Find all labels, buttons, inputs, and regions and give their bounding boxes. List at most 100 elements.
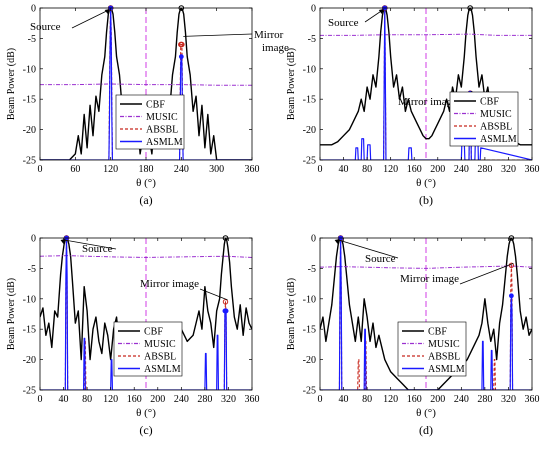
x-tick-label: 360 [525,164,540,175]
x-tick-label: 0 [318,164,323,175]
x-tick-label: 280 [197,394,212,405]
x-tick-label: 120 [383,164,398,175]
x-tick-label: 0 [318,394,323,405]
axes-frame [319,7,533,161]
annotation-arrow [71,9,109,29]
y-tick-label: 0 [31,234,36,245]
annotation-arrow [64,239,117,250]
x-tick-label: 200 [430,394,445,405]
y-tick-label: -5 [28,34,36,45]
legend-label-asmlm: ASMLM [428,364,465,375]
annotation-mirror: Mirror image [140,278,199,290]
series-music [320,33,532,36]
y-tick-label: -5 [308,264,316,275]
y-tick-label: -15 [303,325,316,336]
annotation-source: Source [365,253,396,265]
x-tick-label: 320 [501,164,516,175]
legend-label-cbf: CBF [146,100,165,111]
axes-frame [319,237,533,391]
annotation-mirror: Mirror image [400,273,459,285]
annotation-source: Source [30,21,61,33]
y-tick-label: -10 [303,294,316,305]
series-asmlm [320,8,532,160]
chart-panel-3: 0 40 80 120 160 200 240 280 320 360 0 -5 -10 -15 -20 -2… [6,234,260,438]
x-tick-label: 120 [103,164,118,175]
legend-label-cbf: CBF [428,327,447,338]
y-tick-label: -5 [28,264,36,275]
y-tick-label: -15 [23,95,36,106]
y-tick-label: -25 [23,386,36,397]
legend-label-cbf: CBF [144,327,163,338]
annotation-arrow [459,262,514,285]
annotation-source: Source [328,17,359,29]
y-tick-label: -5 [308,34,316,45]
legend-label-music: MUSIC [428,339,460,350]
y-tick-label: -25 [303,386,316,397]
y-axis-label: Beam Power (dB) [6,278,17,350]
x-axis-label: θ (°) [416,407,436,419]
y-tick-label: -15 [23,325,36,336]
annotation-arrow [364,9,384,23]
legend-label-music: MUSIC [144,339,176,350]
x-tick-label: 240 [454,394,469,405]
y-tick-label: -25 [23,156,36,167]
legend-label-asmlm: ASMLM [146,137,183,148]
legend-label-absbl: ABSBL [480,122,512,133]
series-cbf [320,8,532,146]
x-tick-label: 80 [82,394,92,405]
y-tick-label: -10 [303,64,316,75]
chart-panel-2: 0 40 80 120 160 200 240 280 320 360 0 -5 -10 -15 -20 -2… [286,4,540,208]
chart-panel-1: 0 60 120 180 240 300 360 0 -5 -10 -15 -20 -25 θ (°) Be… [6,4,289,208]
annotation-arrow [183,33,253,37]
asmlm-peak-marker [178,54,184,60]
y-tick-label: -20 [23,355,36,366]
series-asmlm [40,8,252,160]
y-tick-label: -20 [23,125,36,136]
x-axis-label: θ (°) [136,407,156,419]
y-axis-label: Beam Power (dB) [286,48,297,120]
panel-label: (a) [139,193,152,207]
x-tick-label: 40 [339,164,349,175]
panel-label: (c) [139,423,152,437]
y-tick-label: -20 [303,125,316,136]
series-music [40,83,252,86]
chart-panel-4: 0 40 80 120 160 200 240 280 320 360 0 -5 -10 -15 -20 -2… [286,234,540,438]
series-music [320,265,532,269]
x-tick-label: 0 [38,394,43,405]
x-tick-label: 360 [245,164,260,175]
series-asmlm [40,238,252,390]
annotation-mirror-line2: image [262,42,289,54]
legend-label-asmlm: ASMLM [480,134,517,145]
y-tick-label: -25 [303,156,316,167]
series-cbf [320,238,532,390]
x-tick-label: 360 [245,394,260,405]
panel-label: (d) [419,423,433,437]
x-axis-label: θ (°) [416,177,436,189]
x-tick-label: 80 [362,164,372,175]
x-tick-label: 160 [127,394,142,405]
x-tick-label: 320 [501,394,516,405]
panel-label: (b) [419,193,433,207]
arrow-head [60,239,66,244]
x-tick-label: 240 [454,164,469,175]
y-axis-label: Beam Power (dB) [6,48,17,120]
y-tick-label: -15 [303,95,316,106]
y-tick-label: -10 [23,64,36,75]
x-tick-label: 120 [383,394,398,405]
y-axis-label: Beam Power (dB) [286,278,297,350]
y-tick-label: 0 [311,234,316,245]
annotation-arrow [338,239,399,259]
x-tick-label: 160 [407,164,422,175]
y-tick-label: -20 [303,355,316,366]
x-tick-label: 280 [477,164,492,175]
x-tick-label: 200 [150,394,165,405]
x-tick-label: 40 [339,394,349,405]
asmlm-peak-marker [223,308,229,314]
annotation-source: Source [82,243,113,255]
x-tick-label: 80 [362,394,372,405]
